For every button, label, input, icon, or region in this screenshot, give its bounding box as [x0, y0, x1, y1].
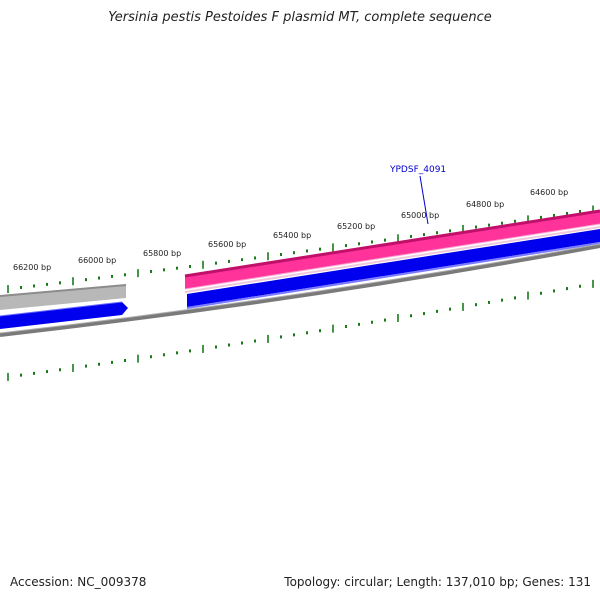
tick-label-66000: 66000 bp — [78, 256, 116, 265]
tick-label-65800: 65800 bp — [143, 249, 181, 258]
pink-feature-right-shadow — [184, 226, 600, 293]
pink-feature-right-bottom-edge — [184, 223, 600, 290]
tick-label-64600: 64600 bp — [530, 188, 568, 197]
tick-label-64800: 64800 bp — [466, 200, 504, 209]
tick-label-65400: 65400 bp — [273, 231, 311, 240]
map-title: Yersinia pestis Pestoides F plasmid MT, … — [108, 10, 492, 25]
accession-text: Accession: NC_009378 — [10, 575, 147, 589]
blue-feature-right[interactable] — [187, 229, 600, 307]
pink-feature-right[interactable] — [185, 211, 600, 289]
blue-feature-right-bottom-edge — [186, 242, 600, 309]
upper-ruler-ticks — [7, 205, 594, 294]
tick-label-65200: 65200 bp — [337, 222, 375, 231]
pink-feature-right-top-edge — [184, 209, 600, 278]
gray-feature-left-edge — [0, 284, 127, 297]
sequence-backbone — [0, 244, 600, 337]
gene-label-link-line — [419, 175, 429, 225]
blue-feature-left-highlight — [0, 301, 123, 317]
gene-label-group[interactable]: YPDSF_4091 — [389, 165, 446, 225]
gray-feature-left[interactable] — [0, 285, 126, 310]
sequence-backbone-highlight — [0, 243, 600, 334]
tick-label-65600: 65600 bp — [208, 240, 246, 249]
ruler-tick-labels: 66200 bp 66000 bp 65800 bp 65600 bp 6540… — [13, 188, 568, 272]
tick-label-66200: 66200 bp — [13, 263, 51, 272]
lower-ruler-ticks — [7, 279, 594, 381]
blue-feature-left[interactable] — [0, 302, 128, 329]
gene-label-ypdsf-4091[interactable]: YPDSF_4091 — [389, 165, 446, 175]
summary-text: Topology: circular; Length: 137,010 bp; … — [284, 575, 591, 589]
tick-label-65000: 65000 bp — [401, 211, 439, 220]
